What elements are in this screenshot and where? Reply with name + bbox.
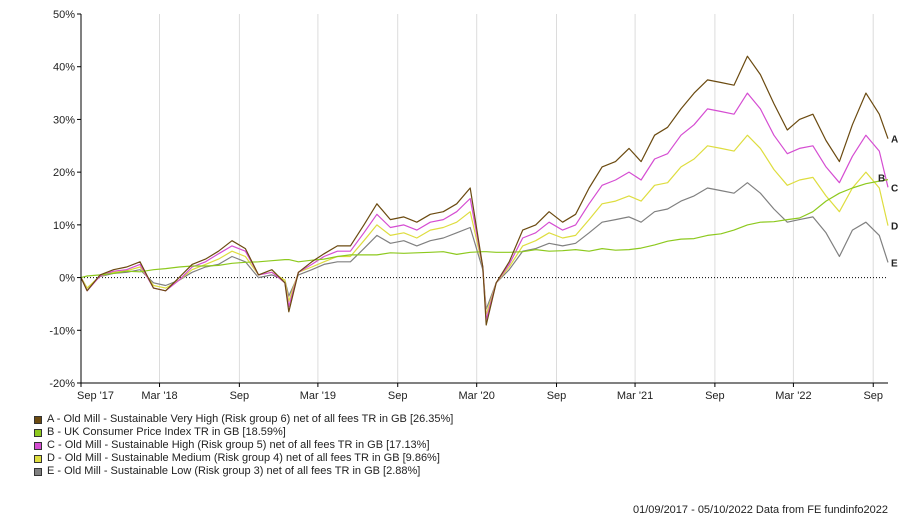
series-line-a [80,55,889,326]
x-tick-label: Mar '19 [300,390,336,402]
x-tick-label: Sep [388,390,408,402]
y-tick-label: 20% [53,167,75,179]
series-end-label-c: C [891,183,898,194]
legend-item-c: C - Old Mill - Sustainable High (Risk gr… [34,439,453,452]
legend-label-a: A - Old Mill - Sustainable Very High (Ri… [47,413,454,425]
x-tick-label: Mar '18 [141,390,177,402]
legend-label-c: C - Old Mill - Sustainable High (Risk gr… [47,439,430,451]
legend-item-a: A - Old Mill - Sustainable Very High (Ri… [34,413,453,426]
line-chart: 50% 40% 30% 20% 10% 0% -10% -20%Sep '17 Mar '18 S… [49,9,898,402]
series-end-label-e: E [891,258,898,269]
legend-swatch-e [34,467,42,476]
legend: A - Old Mill - Sustainable Very High (Ri… [34,413,453,478]
legend-swatch-a [34,415,42,424]
y-tick-label: -10% [49,325,75,337]
y-tick-label: -20% [49,378,75,390]
legend-label-d: D - Old Mill - Sustainable Medium (Risk … [47,452,440,464]
series-end-label-a: A [891,135,898,146]
x-tick-label: Mar '21 [617,390,653,402]
x-tick-label: Sep [863,390,883,402]
series-end-label-d: D [891,222,898,233]
y-tick-label: 50% [53,9,75,21]
series-lines [80,55,889,326]
x-tick-label: Sep [230,390,250,402]
data-source-footer: 01/09/2017 - 05/10/2022 Data from FE fun… [632,504,888,516]
legend-swatch-b [34,428,42,437]
x-tick-label: Sep [547,390,567,402]
x-tick-label: Sep [705,390,725,402]
x-tick-label: Mar '20 [459,390,495,402]
legend-swatch-d [34,454,42,463]
legend-label-e: E - Old Mill - Sustainable Low (Risk gro… [47,465,421,477]
legend-label-b: B - UK Consumer Price Index TR in GB [18… [47,426,286,438]
legend-item-e: E - Old Mill - Sustainable Low (Risk gro… [34,465,453,478]
y-tick-label: 10% [53,220,75,232]
y-tick-label: 40% [53,62,75,74]
gridlines [80,14,874,383]
y-tick-label: 30% [53,114,75,126]
legend-item-d: D - Old Mill - Sustainable Medium (Risk … [34,452,453,465]
legend-swatch-c [34,441,42,450]
x-tick-label: Sep '17 [77,390,114,402]
y-tick-label: 0% [59,273,75,285]
x-tick-label: Mar '22 [775,390,811,402]
legend-item-b: B - UK Consumer Price Index TR in GB [18… [34,426,453,439]
series-line-c [80,92,889,321]
series-end-label-b: B [878,174,885,185]
series-line-b [80,179,889,279]
